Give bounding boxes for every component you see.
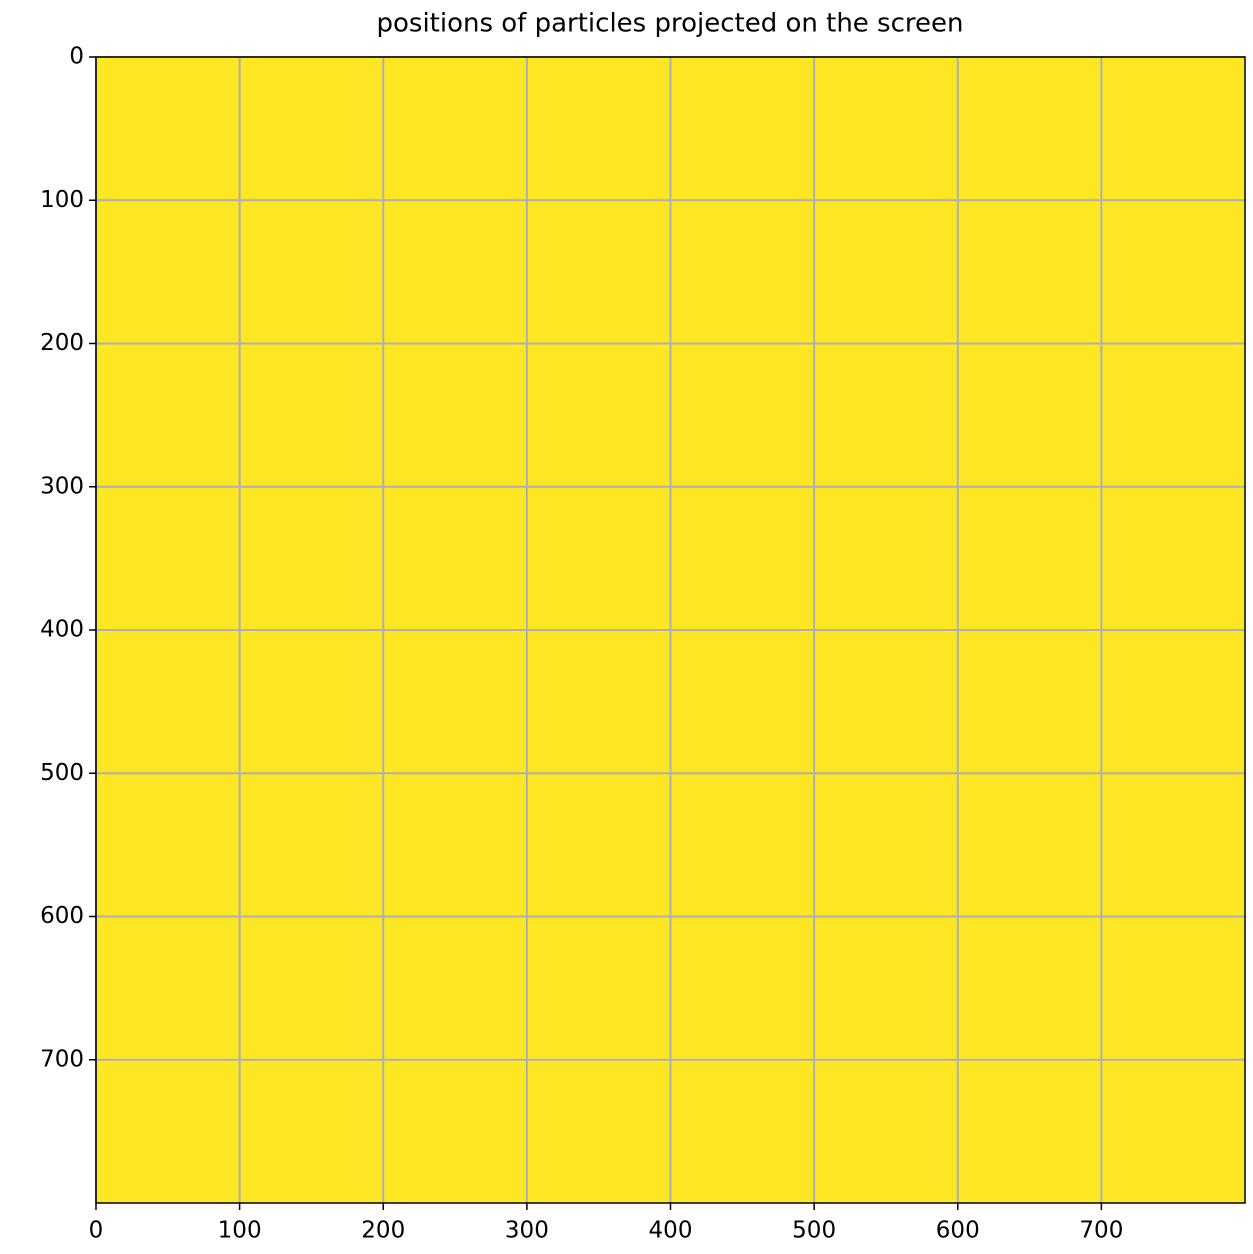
- chart-title: positions of particles projected on the …: [376, 9, 963, 39]
- y-tick-label: 100: [40, 187, 84, 213]
- y-tick-label: 200: [40, 330, 84, 356]
- x-tick-label: 400: [649, 1218, 693, 1244]
- x-tick-label: 200: [361, 1218, 405, 1244]
- y-tick-label: 600: [40, 903, 84, 929]
- axes-frame: [95, 56, 1246, 1204]
- y-tick-label: 700: [40, 1046, 84, 1072]
- x-tick-label: 600: [936, 1218, 980, 1244]
- y-tick-label: 300: [40, 473, 84, 499]
- x-tick-label: 0: [89, 1218, 104, 1244]
- x-tick-label: 100: [218, 1218, 262, 1244]
- y-tick-label: 500: [40, 760, 84, 786]
- x-tick-label: 500: [792, 1218, 836, 1244]
- y-tick-label: 0: [69, 44, 84, 70]
- y-tick-label: 400: [40, 617, 84, 643]
- x-tick-label: 300: [505, 1218, 549, 1244]
- x-tick-label: 700: [1079, 1218, 1123, 1244]
